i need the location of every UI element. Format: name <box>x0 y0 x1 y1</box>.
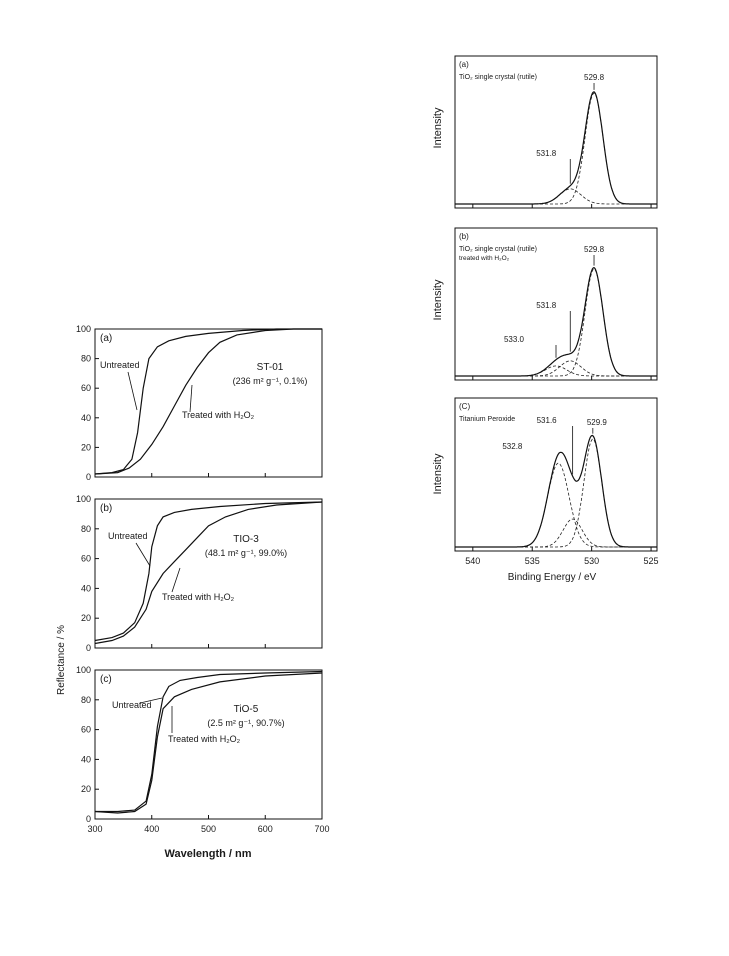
treated-pointer <box>171 567 181 593</box>
reflectance-panel-tag: (c) <box>100 674 112 685</box>
reflectance-ytick-label: 40 <box>81 754 91 764</box>
reflectance-ytick-label: 100 <box>76 494 91 504</box>
xps-panel-tag: (a) <box>459 60 469 69</box>
reflectance-ytick-label: 80 <box>81 524 91 534</box>
untreated-pointer <box>139 697 163 704</box>
xps-envelope-2 <box>455 434 657 548</box>
reflectance-ytick-label: 60 <box>81 725 91 735</box>
reflectance-xtick-label: 700 <box>314 824 329 834</box>
xps-frame-0 <box>454 55 658 209</box>
reflectance-ytick-label: 0 <box>86 643 91 653</box>
xps-ylabel-c: Intensity <box>432 453 444 494</box>
reflectance-sample-props: (48.1 m² g⁻¹, 99.0%) <box>205 548 287 558</box>
untreated-pointer <box>127 371 138 411</box>
xps-peak-label: 529.9 <box>587 418 608 427</box>
xps-peak-label: 531.6 <box>537 416 558 425</box>
reflectance-untreated-line <box>95 670 323 813</box>
xps-ylabel-b: Intensity <box>432 279 444 320</box>
reflectance-ytick-label: 80 <box>81 695 91 705</box>
xps-frame-2 <box>454 397 658 552</box>
untreated-pointer <box>135 542 151 567</box>
reflectance-frame-1 <box>94 498 323 649</box>
xps-component-2-2 <box>455 462 657 548</box>
xps-panel-title: TiO₂ single crystal (rutile) <box>459 246 537 253</box>
xps-component-1-2 <box>455 365 657 377</box>
xps-panel-tag: (C) <box>459 402 470 411</box>
xps-panel-subtitle: treated with H₂O₂ <box>459 255 510 262</box>
xps-ylabel-a: Intensity <box>432 107 444 148</box>
xps-frame-1 <box>454 227 658 381</box>
reflectance-panel-tag: (a) <box>100 333 112 344</box>
xps-peak-label: 529.8 <box>584 245 605 254</box>
reflectance-ytick-label: 20 <box>81 442 91 452</box>
xps-panel-tag: (b) <box>459 232 469 241</box>
treated-label: Treated with H₂O₂ <box>182 410 255 420</box>
reflectance-frame-0 <box>94 328 323 478</box>
reflectance-frame-2 <box>94 669 323 820</box>
reflectance-xtick-label: 300 <box>87 824 102 834</box>
reflectance-ytick-label: 100 <box>76 665 91 675</box>
treated-label: Treated with H₂O₂ <box>162 592 235 602</box>
reflectance-untreated-line <box>94 328 322 475</box>
xps-component-0-1 <box>455 188 657 205</box>
treated-label: Treated with H₂O₂ <box>168 734 241 744</box>
reflectance-ytick-label: 20 <box>81 784 91 794</box>
treated-pointer <box>189 384 193 413</box>
reflectance-ylabel: Reflectance / % <box>56 625 67 695</box>
xps-xtick-label: 540 <box>465 556 480 566</box>
reflectance-panel-tag: (b) <box>100 503 112 514</box>
xps-component-2-1 <box>455 518 657 548</box>
reflectance-ytick-label: 60 <box>81 554 91 564</box>
reflectance-xtick-label: 500 <box>201 824 216 834</box>
reflectance-sample-name: TIO-3 <box>233 534 259 545</box>
reflectance-ytick-label: 0 <box>86 472 91 482</box>
xps-peak-label: 533.0 <box>504 335 525 344</box>
xps-xtick-label: 530 <box>584 556 599 566</box>
xps-peak-label: 529.8 <box>584 73 605 82</box>
reflectance-ytick-label: 60 <box>81 383 91 393</box>
xps-peak-label: 531.8 <box>536 149 557 158</box>
xps-xtick-label: 535 <box>525 556 540 566</box>
xps-panel-title: TiO₂ single crystal (rutile) <box>459 74 537 81</box>
xps-peak-label: 531.8 <box>536 301 557 310</box>
reflectance-treated-line <box>94 672 323 814</box>
reflectance-xlabel: Wavelength / nm <box>165 848 252 860</box>
reflectance-treated-line <box>94 501 323 645</box>
xps-component-1-1 <box>455 360 657 377</box>
untreated-label: Untreated <box>100 360 140 370</box>
reflectance-ytick-label: 0 <box>86 814 91 824</box>
xps-panel-title: Titanium Peroxide <box>459 416 515 423</box>
reflectance-sample-name: TiO-5 <box>234 704 259 715</box>
reflectance-ytick-label: 80 <box>81 354 91 364</box>
reflectance-ytick-label: 40 <box>81 413 91 423</box>
untreated-label: Untreated <box>108 531 148 541</box>
reflectance-untreated-line <box>94 501 323 642</box>
reflectance-sample-props: (2.5 m² g⁻¹, 90.7%) <box>207 718 284 728</box>
xps-xtick-label: 525 <box>644 556 659 566</box>
reflectance-xtick-label: 400 <box>144 824 159 834</box>
xps-peak-label: 532.8 <box>502 442 523 451</box>
reflectance-sample-name: ST-01 <box>257 362 284 373</box>
xps-envelope-1 <box>455 267 657 377</box>
reflectance-ytick-label: 20 <box>81 613 91 623</box>
reflectance-sample-props: (236 m² g⁻¹, 0.1%) <box>233 376 308 386</box>
untreated-label: Untreated <box>112 700 152 710</box>
xps-xlabel: Binding Energy / eV <box>508 572 597 583</box>
xps-envelope-0 <box>455 91 657 205</box>
reflectance-ytick-label: 100 <box>76 324 91 334</box>
reflectance-xtick-label: 600 <box>258 824 273 834</box>
xps-component-2-0 <box>455 438 657 548</box>
reflectance-ytick-label: 40 <box>81 583 91 593</box>
reflectance-treated-line <box>94 328 322 475</box>
